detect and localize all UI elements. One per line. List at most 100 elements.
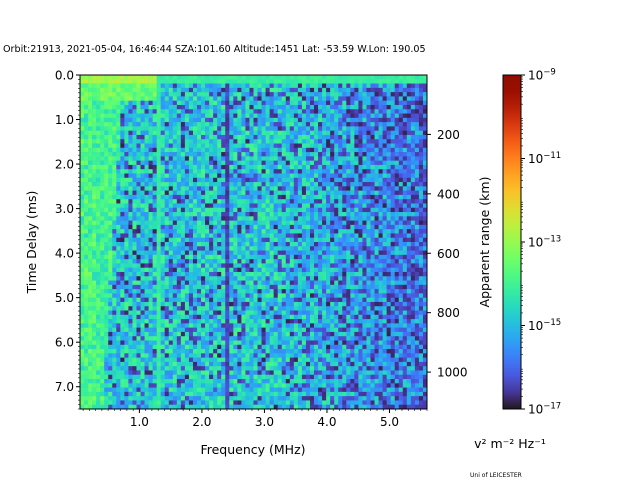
heatmap-cell [205, 323, 210, 328]
heatmap-cell [285, 100, 291, 106]
heatmap-cell [257, 177, 262, 183]
heatmap-cell [172, 229, 178, 234]
heatmap-cell [144, 396, 149, 401]
heatmap-cell [192, 229, 198, 234]
heatmap-cell [297, 117, 303, 123]
heatmap-cell [305, 289, 311, 294]
heatmap-cell [88, 169, 93, 174]
heatmap-cell [213, 379, 218, 384]
heatmap-cell [112, 182, 117, 187]
heatmap-cell [120, 370, 125, 376]
heatmap-cell [176, 126, 182, 131]
heatmap-cell [80, 327, 85, 333]
heatmap-cell [309, 267, 315, 273]
heatmap-cell [322, 212, 327, 217]
heatmap-cell [120, 109, 125, 114]
heatmap-cell [100, 207, 105, 213]
heatmap-cell [116, 319, 121, 324]
heatmap-cell [314, 216, 319, 221]
heatmap-cell [309, 186, 315, 191]
heatmap-cell [188, 349, 194, 354]
heatmap-cell [209, 344, 214, 350]
heatmap-cell [136, 152, 141, 157]
heatmap-cell [88, 331, 93, 337]
heatmap-cell [285, 237, 291, 243]
heatmap-cell [152, 134, 157, 140]
heatmap-cell [221, 143, 226, 149]
heatmap-cell [293, 83, 299, 89]
heatmap-cell [112, 96, 117, 101]
heatmap-cell [84, 164, 89, 170]
heatmap-cell [168, 164, 174, 170]
heatmap-cell [132, 122, 137, 127]
heatmap-cell [96, 276, 101, 281]
heatmap-cell [221, 134, 226, 140]
heatmap-cell [322, 331, 327, 337]
heatmap-cell [84, 96, 89, 101]
heatmap-cell [229, 75, 234, 80]
heatmap-cell [132, 353, 137, 358]
heatmap-cell [188, 194, 194, 200]
heatmap-cell [104, 117, 109, 123]
heatmap-cell [249, 92, 254, 97]
heatmap-cell [180, 396, 186, 401]
heatmap-cell [188, 387, 194, 393]
heatmap-cell [104, 293, 109, 298]
heatmap-cell [152, 139, 157, 144]
heatmap-cell [140, 310, 145, 316]
heatmap-cell [176, 79, 182, 84]
heatmap-cell [148, 301, 153, 307]
heatmap-cell [221, 250, 226, 256]
heatmap-cell [209, 383, 214, 388]
heatmap-cell [249, 147, 254, 153]
heatmap-cell [322, 83, 327, 89]
heatmap-cell [277, 340, 283, 346]
heatmap-cell [104, 391, 109, 397]
heatmap-cell [100, 83, 105, 89]
heatmap-cell [253, 293, 258, 298]
heatmap-cell [330, 164, 335, 170]
heatmap-cell [265, 387, 270, 393]
heatmap-cell [205, 104, 210, 110]
heatmap-cell [293, 122, 299, 127]
heatmap-cell [273, 104, 278, 110]
heatmap-cell [152, 164, 157, 170]
heatmap-cell [80, 344, 85, 350]
heatmap-cell [192, 122, 198, 127]
heatmap-cell [301, 143, 307, 149]
heatmap-cell [100, 323, 105, 328]
heatmap-cell [225, 233, 230, 239]
heatmap-cell [164, 216, 170, 221]
heatmap-cell [322, 79, 327, 84]
heatmap-cell [152, 310, 157, 316]
heatmap-cell [140, 104, 145, 110]
heatmap-cell [168, 340, 174, 346]
heatmap-cell [257, 271, 262, 277]
heatmap-cell [269, 297, 274, 303]
heatmap-cell [88, 400, 93, 406]
heatmap-cell [104, 400, 109, 406]
heatmap-cell [144, 344, 149, 350]
heatmap-cell [241, 216, 246, 221]
heatmap-cell [188, 319, 194, 324]
heatmap-cell [309, 147, 315, 153]
heatmap-cell [229, 310, 234, 316]
heatmap-cell [334, 284, 339, 290]
heatmap-cell [80, 207, 85, 213]
heatmap-cell [330, 173, 335, 179]
heatmap-cell [132, 267, 137, 273]
heatmap-cell [132, 87, 137, 93]
heatmap-cell [273, 254, 278, 260]
heatmap-cell [176, 182, 182, 187]
heatmap-cell [201, 177, 206, 183]
heatmap-cell [152, 229, 157, 234]
heatmap-cell [293, 314, 299, 320]
heatmap-cell [128, 92, 133, 97]
heatmap-cell [309, 271, 315, 277]
heatmap-cell [197, 207, 202, 213]
heatmap-cell [209, 314, 214, 320]
heatmap-cell [160, 387, 166, 393]
heatmap-cell [88, 310, 93, 316]
heatmap-cell [285, 344, 291, 350]
heatmap-cell [156, 276, 161, 281]
